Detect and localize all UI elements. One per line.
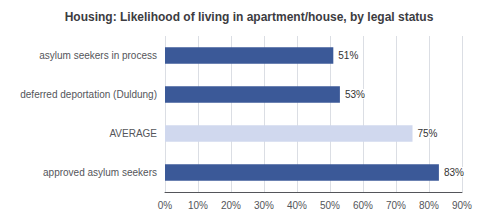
svg-text:0%: 0% (158, 200, 173, 211)
svg-text:20%: 20% (221, 200, 241, 211)
svg-text:approved asylum seekers: approved asylum seekers (43, 167, 157, 178)
svg-text:75%: 75% (418, 128, 438, 139)
svg-text:70%: 70% (386, 200, 406, 211)
svg-text:AVERAGE: AVERAGE (109, 128, 157, 139)
svg-text:60%: 60% (353, 200, 373, 211)
svg-text:80%: 80% (419, 200, 439, 211)
svg-text:50%: 50% (320, 200, 340, 211)
svg-text:53%: 53% (345, 89, 365, 100)
svg-text:10%: 10% (188, 200, 208, 211)
svg-text:51%: 51% (338, 50, 358, 61)
svg-text:30%: 30% (254, 200, 274, 211)
svg-text:40%: 40% (287, 200, 307, 211)
svg-text:asylum seekers in process: asylum seekers in process (39, 50, 157, 61)
svg-text:90%: 90% (452, 200, 472, 211)
svg-text:83%: 83% (444, 167, 464, 178)
svg-text:Housing: Likelihood of living: Housing: Likelihood of living in apartme… (65, 10, 434, 24)
svg-text:deferred deportation (Duldung): deferred deportation (Duldung) (20, 89, 157, 100)
